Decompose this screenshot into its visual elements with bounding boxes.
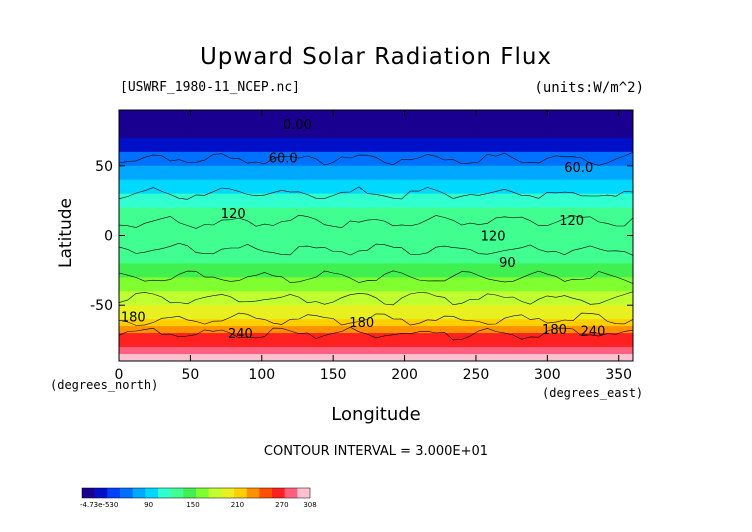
colorbar-swatch bbox=[132, 488, 146, 498]
y-axis-ticks: 50 0 -50 bbox=[90, 159, 633, 314]
heatmap-band bbox=[119, 165, 633, 181]
x-axis-label: Longitude bbox=[0, 404, 752, 425]
heatmap-band bbox=[119, 151, 633, 160]
contour-label: 180 bbox=[121, 310, 146, 325]
colorbar-swatch bbox=[208, 488, 222, 498]
contour-label: 120 bbox=[221, 207, 246, 222]
y-tick-label: 50 bbox=[95, 159, 113, 175]
contour-label: 240 bbox=[581, 324, 606, 339]
colorbar-swatch bbox=[120, 488, 133, 498]
x-axis-label-text: Longitude bbox=[331, 404, 421, 425]
x-tick-label: 350 bbox=[605, 367, 632, 383]
x-axis-ticks: 0 50 100 150 200 250 300 350 bbox=[115, 110, 632, 383]
contour-label: 120 bbox=[481, 230, 506, 245]
contour-line bbox=[119, 186, 633, 200]
colorbar-swatch bbox=[170, 488, 184, 498]
colorbar-swatch bbox=[94, 488, 108, 498]
x-tick-label: 150 bbox=[320, 367, 347, 383]
contour-line bbox=[119, 270, 633, 284]
contour-label: 120 bbox=[559, 214, 584, 229]
colorbar-swatch bbox=[221, 488, 235, 498]
colorbar-tick-label: 90 bbox=[144, 501, 153, 509]
colorbar-min-label: -4.73e-530 bbox=[80, 501, 118, 509]
colorbar-frame bbox=[81, 487, 311, 499]
heatmap-band bbox=[119, 179, 633, 195]
contour-lines bbox=[119, 152, 633, 341]
colorbar-swatch bbox=[82, 488, 95, 498]
heatmap-band bbox=[119, 305, 633, 320]
x-tick-label: 0 bbox=[115, 367, 124, 383]
colorbar-swatch bbox=[145, 488, 159, 498]
x-tick-label: 100 bbox=[248, 367, 275, 383]
heatmap-band bbox=[119, 263, 633, 278]
x-tick-label: 250 bbox=[463, 367, 490, 383]
y-tick-label: -50 bbox=[90, 298, 113, 314]
plot-area bbox=[119, 110, 633, 361]
units-label: (units:W/m^2) bbox=[534, 80, 644, 96]
colorbar-swatch bbox=[272, 488, 285, 498]
heatmap-band bbox=[119, 207, 633, 223]
heatmap-band bbox=[119, 277, 633, 292]
contour-label: 180 bbox=[349, 316, 374, 331]
colorbar-swatch bbox=[107, 488, 121, 498]
colorbar-swatch bbox=[234, 488, 247, 498]
chart-title: Upward Solar Radiation Flux bbox=[199, 44, 553, 70]
heatmap-band bbox=[119, 326, 633, 334]
colorbar-swatch bbox=[284, 488, 298, 498]
contour-label: 240 bbox=[228, 327, 253, 342]
colorbar-swatch bbox=[196, 488, 209, 498]
heatmap-band bbox=[119, 249, 633, 264]
contour-label: 60.0 bbox=[269, 151, 298, 166]
heatmap-band bbox=[119, 340, 633, 348]
heatmap-band bbox=[119, 333, 633, 341]
colorbar-tick-label: 210 bbox=[231, 501, 244, 509]
contour-line bbox=[119, 312, 633, 326]
colorbar-tick-label: 308 bbox=[303, 501, 316, 509]
heatmap-band bbox=[119, 158, 633, 167]
contour-label: 90 bbox=[499, 256, 516, 271]
file-label: [USWRF_1980-11_NCEP.nc] bbox=[120, 80, 301, 95]
contour-line bbox=[119, 214, 633, 229]
x-tick-label: 300 bbox=[534, 367, 561, 383]
contour-label: 180 bbox=[542, 323, 567, 338]
contour-interval-label: CONTOUR INTERVAL = 3.000E+01 bbox=[263, 444, 489, 459]
colorbar-swatch bbox=[297, 488, 311, 498]
heatmap-band bbox=[119, 235, 633, 250]
heatmap-band bbox=[119, 319, 633, 327]
heatmap-band bbox=[119, 347, 633, 355]
heatmap-band bbox=[119, 123, 633, 139]
contour-line bbox=[119, 152, 633, 166]
colorbar-swatch bbox=[246, 488, 260, 498]
colorbar-swatch bbox=[259, 488, 273, 498]
heatmap-band bbox=[119, 221, 633, 236]
contour-label: 60.0 bbox=[564, 161, 593, 176]
contour-label: 0.00 bbox=[283, 118, 312, 133]
contour-labels: 0.00 60.0 60.0 120 120 120 90 180 180 180 240 240 bbox=[121, 118, 606, 342]
x-tick-label: 200 bbox=[391, 367, 418, 383]
x-unit-label: (degrees_east) bbox=[542, 386, 644, 400]
colorbar: -4.73e-530 90 150 210 270 308 bbox=[80, 487, 317, 509]
x-tick-label: 50 bbox=[181, 367, 199, 383]
heatmap-band bbox=[119, 354, 633, 361]
heatmap-band bbox=[119, 291, 633, 306]
y-unit-label: (degrees_north) bbox=[50, 378, 159, 392]
colorbar-tick-label: 270 bbox=[275, 501, 288, 509]
heatmap-band bbox=[119, 110, 633, 125]
contour-line bbox=[119, 242, 633, 256]
colorbar-swatch bbox=[158, 488, 171, 498]
colorbar-swatch bbox=[183, 488, 197, 498]
heatmap-band bbox=[119, 137, 633, 153]
heatmap-band bbox=[119, 193, 633, 209]
colorbar-tick-label: 150 bbox=[186, 501, 199, 509]
contour-line bbox=[119, 291, 633, 306]
contour-line bbox=[119, 326, 633, 341]
y-tick-label: 0 bbox=[104, 229, 113, 245]
